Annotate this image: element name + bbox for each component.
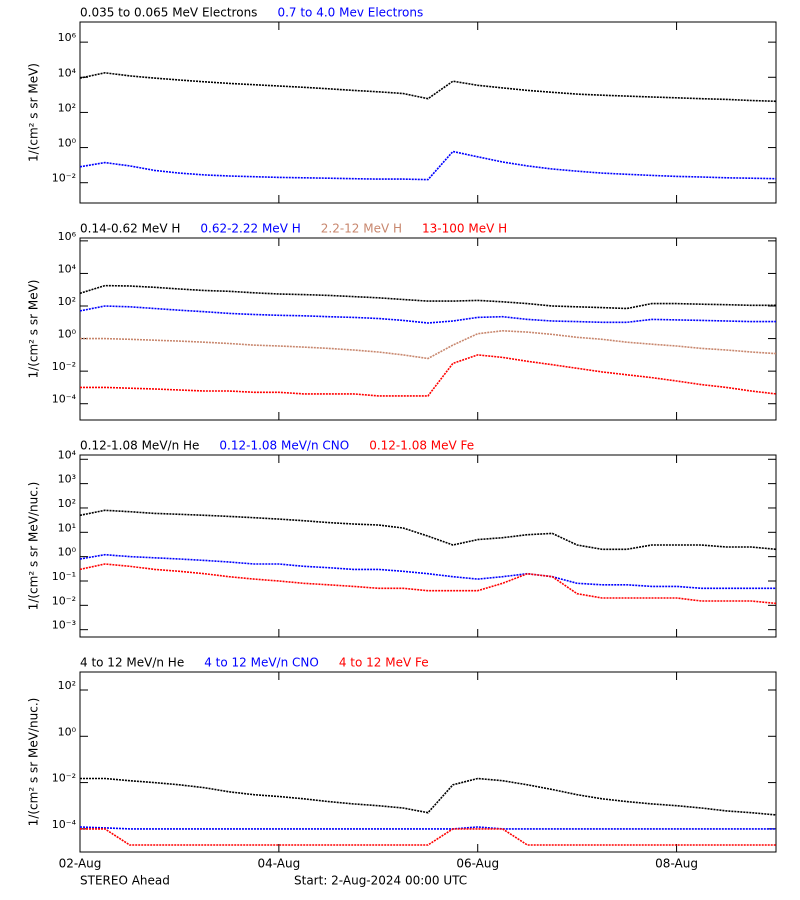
plot-frame (79, 454, 777, 638)
legend-entry: 0.035 to 0.065 MeV Electrons (80, 6, 257, 20)
series-line (79, 563, 777, 605)
legend-entry: 4 to 12 MeV Fe (339, 656, 429, 670)
y-tick-label: 10⁴ (58, 66, 77, 79)
legend-entry: 0.12-1.08 MeV Fe (369, 439, 474, 453)
y-tick-label: 10² (58, 295, 76, 308)
series-line (79, 150, 777, 181)
y-tick-label: 10⁻⁴ (52, 818, 77, 831)
y-tick-label: 10² (58, 679, 76, 692)
x-tick-label: 04-Aug (257, 857, 300, 871)
legend-entry: 2.2-12 MeV H (321, 222, 402, 236)
series-line (79, 305, 776, 324)
legend-entry: 0.12-1.08 MeV/n He (80, 439, 199, 453)
y-axis-label: 1/(cm² s sr MeV/nuc.) (27, 482, 41, 611)
y-axis-label: 1/(cm² s sr MeV/nuc.) (27, 698, 41, 827)
series-line (80, 777, 777, 816)
series-line (79, 553, 776, 590)
y-tick-label: 10⁻³ (52, 619, 76, 632)
y-tick-label: 10⁰ (58, 328, 77, 341)
series-line (79, 826, 776, 830)
plot-frame (79, 237, 777, 421)
y-tick-label: 10⁶ (58, 31, 77, 44)
legend-entry: 4 to 12 MeV/n He (80, 656, 184, 670)
y-tick-label: 10¹ (58, 521, 76, 534)
observatory-label: STEREO Ahead (80, 874, 170, 888)
y-tick-label: 10² (58, 497, 76, 510)
y-tick-label: 10⁻² (52, 594, 76, 607)
y-tick-label: 10⁴ (58, 262, 77, 275)
x-tick-label: 02-Aug (59, 857, 102, 871)
y-tick-label: 10⁻² (52, 772, 76, 785)
y-axis-label: 1/(cm² s sr MeV) (27, 280, 41, 379)
series-line (79, 509, 777, 551)
x-tick-label: 08-Aug (655, 857, 698, 871)
legend-entry: 0.62-2.22 MeV H (200, 222, 300, 236)
y-tick-label: 10⁴ (58, 448, 77, 461)
series-line (79, 71, 777, 103)
y-tick-label: 10⁰ (58, 137, 77, 150)
y-tick-label: 10⁻² (52, 172, 76, 185)
start-label: Start: 2-Aug-2024 00:00 UTC (294, 874, 467, 888)
series-line (80, 828, 776, 846)
legend-entry: 0.12-1.08 MeV/n CNO (219, 439, 349, 453)
series-line (80, 329, 777, 360)
y-tick-label: 10² (58, 101, 76, 114)
series-line (80, 354, 777, 397)
plot-frame (79, 671, 777, 853)
x-tick-label: 06-Aug (456, 857, 499, 871)
y-tick-label: 10⁰ (58, 546, 77, 559)
legend-entry: 0.14-0.62 MeV H (80, 222, 180, 236)
y-tick-label: 10⁶ (58, 230, 77, 243)
y-tick-label: 10⁻² (52, 360, 76, 373)
y-tick-label: 10⁻⁴ (52, 393, 77, 406)
legend-entry: 4 to 12 MeV/n CNO (204, 656, 319, 670)
y-axis-label: 1/(cm² s sr MeV) (27, 63, 41, 162)
y-tick-label: 10³ (58, 473, 76, 486)
y-tick-label: 10⁰ (58, 725, 77, 738)
series-line (79, 284, 776, 310)
y-tick-label: 10⁻¹ (52, 570, 76, 583)
legend-entry: 0.7 to 4.0 Mev Electrons (277, 6, 423, 20)
legend-entry: 13-100 MeV H (422, 222, 507, 236)
